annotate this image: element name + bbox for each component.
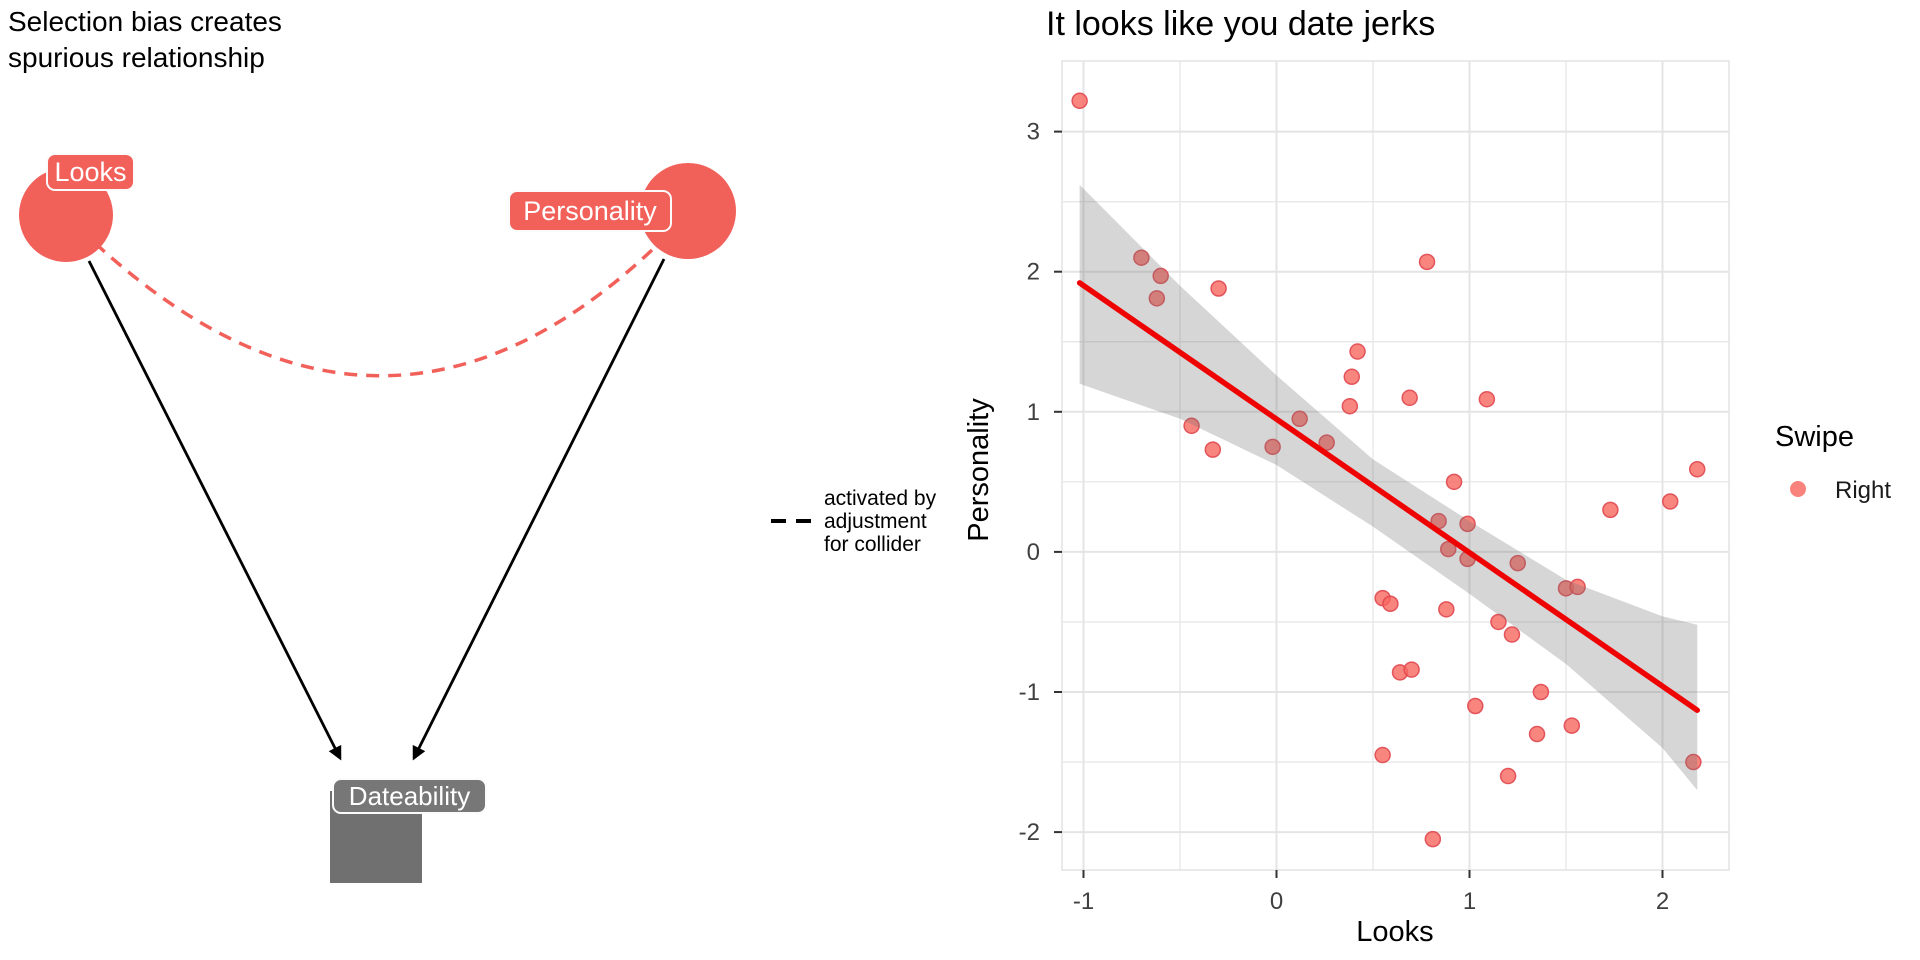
- legend-title: Swipe: [1775, 421, 1854, 453]
- scatter-point: [1264, 438, 1281, 456]
- dag-diagram: [19, 163, 812, 883]
- scatter-point: [1349, 343, 1366, 360]
- scatter-point: [1382, 595, 1399, 612]
- scatter-point: [1569, 578, 1586, 596]
- dag-edge-personality-dateability: [412, 258, 666, 761]
- scatter-point: [1374, 746, 1391, 764]
- scatter-point: [1503, 626, 1521, 643]
- scatter-plot-panel: -1 0 1 2 3 2 1 0 -1 -2: [1019, 60, 1730, 915]
- x-tick-label: 2: [1656, 888, 1669, 915]
- y-tick-label: -1: [1019, 679, 1040, 706]
- scatter-point: [1467, 697, 1484, 715]
- scatter-point: [1152, 267, 1169, 285]
- dag-node-label-dateability: Dateability: [332, 778, 487, 814]
- scatter-point: [1210, 280, 1227, 297]
- scatter-point: [1688, 460, 1706, 478]
- scatter-point: [1661, 493, 1679, 510]
- x-tick-label: 1: [1463, 888, 1476, 915]
- scatter-point: [1509, 554, 1526, 572]
- dag-legend-label: activated by adjustment for collider: [824, 487, 936, 556]
- scatter-point: [1499, 767, 1517, 785]
- dag-edge-looks-dateability: [87, 260, 342, 761]
- scatter-point: [1424, 830, 1442, 848]
- scatter-point: [1318, 434, 1335, 451]
- scatter-point: [1418, 253, 1436, 271]
- confidence-band: [1079, 184, 1698, 791]
- trend-line: [1076, 280, 1700, 713]
- dag-legend-line2: adjustment: [824, 510, 927, 533]
- scatter-point: [1440, 540, 1457, 558]
- panel-border: [1061, 60, 1730, 871]
- dag-node-personality-circle: [640, 163, 736, 259]
- dag-title-line1: Selection bias creates: [8, 6, 282, 37]
- dag-legend-line3: for collider: [824, 533, 921, 556]
- dag-node-looks-circle: [19, 168, 113, 262]
- scatter-point: [1133, 249, 1150, 266]
- y-tick-label: 0: [1027, 539, 1040, 566]
- scatter-point: [1532, 683, 1550, 701]
- x-axis-title: Looks: [1356, 916, 1433, 948]
- scatter-point: [1563, 717, 1581, 734]
- dag-node-label-looks: Looks: [46, 153, 135, 191]
- y-tick-label: 1: [1027, 399, 1040, 426]
- scatter-point: [1438, 601, 1455, 618]
- scatter-point: [1459, 515, 1476, 533]
- y-tick-label: 2: [1027, 259, 1040, 286]
- x-tick-label: 0: [1270, 888, 1283, 915]
- dag-title-line2: spurious relationship: [8, 42, 265, 73]
- legend-point-icon: [1790, 481, 1806, 497]
- scatter-point: [1490, 613, 1507, 631]
- scatter-point: [1291, 410, 1308, 428]
- scatter-point: [1343, 368, 1361, 386]
- scatter-point: [1602, 501, 1619, 519]
- scatter-point: [1148, 290, 1166, 307]
- scatter-point: [1183, 417, 1200, 435]
- dag-edge-looks-personality-dashed: [93, 241, 654, 378]
- scatter-point: [1401, 389, 1418, 407]
- legend-item-label: Right: [1835, 477, 1892, 504]
- scatter-point: [1685, 753, 1702, 771]
- scatter-point: [1528, 725, 1546, 743]
- chart-title: It looks like you date jerks: [1046, 5, 1436, 43]
- y-axis-title: Personality: [963, 398, 995, 542]
- x-tick-label: -1: [1073, 888, 1094, 915]
- scatter-point: [1341, 397, 1359, 415]
- y-tick-label: -2: [1019, 819, 1040, 846]
- y-tick-label: 3: [1027, 119, 1040, 146]
- scatter-point: [1071, 92, 1088, 110]
- scatter-point: [1403, 661, 1420, 678]
- scatter-point: [1478, 390, 1496, 408]
- dag-legend-line1: activated by: [824, 487, 937, 510]
- dag-title: Selection bias creates spurious relation…: [8, 4, 282, 76]
- dag-node-label-personality: Personality: [508, 190, 672, 232]
- scatter-point: [1445, 473, 1463, 491]
- scatter-point: [1204, 441, 1222, 458]
